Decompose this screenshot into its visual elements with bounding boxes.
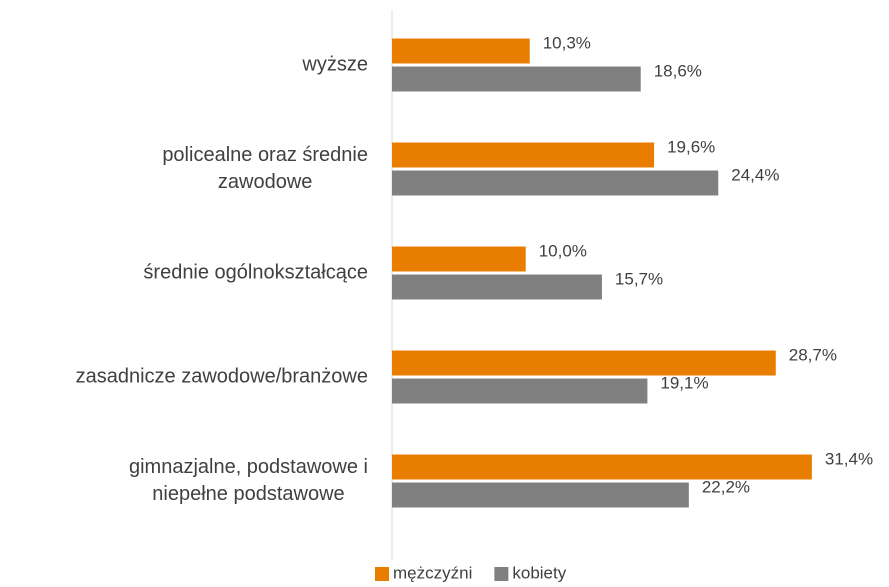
- bar: [392, 246, 526, 272]
- bar: [392, 170, 719, 196]
- category-label: wyższe: [302, 53, 368, 76]
- value-label: 19,6%: [667, 137, 715, 156]
- bar: [392, 274, 602, 300]
- value-label: 19,1%: [660, 373, 708, 392]
- category-label: zasadnicze zawodowe/branżowe: [75, 365, 368, 388]
- category-label: średnie ogólnokształcące: [143, 261, 368, 284]
- bar: [392, 378, 648, 404]
- legend-label: mężczyźni: [393, 563, 472, 582]
- legend-swatch: [494, 567, 509, 581]
- value-label: 24,4%: [731, 165, 779, 184]
- bar: [392, 38, 530, 64]
- bar: [392, 350, 776, 376]
- value-label: 15,7%: [615, 269, 663, 288]
- bar: [392, 66, 641, 92]
- value-label: 10,3%: [543, 33, 591, 52]
- category-label: policealne oraz średnie zawodowe: [162, 144, 368, 193]
- bar: [392, 454, 812, 480]
- value-label: 28,7%: [789, 345, 837, 364]
- bar: [392, 482, 689, 508]
- category-label: gimnazjalne, podstawowe i niepełne podst…: [128, 456, 368, 505]
- value-label: 18,6%: [654, 61, 702, 80]
- legend-label: kobiety: [512, 563, 566, 582]
- bar: [392, 142, 655, 168]
- value-label: 22,2%: [702, 477, 750, 496]
- legend-swatch: [375, 567, 389, 581]
- value-label: 31,4%: [825, 449, 873, 468]
- value-label: 10,0%: [539, 241, 587, 260]
